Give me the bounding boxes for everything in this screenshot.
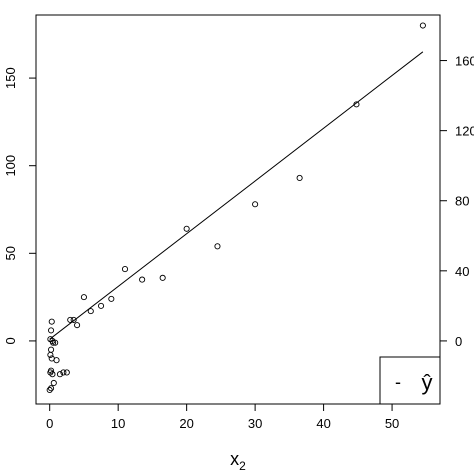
data-point bbox=[53, 357, 60, 364]
fit-line bbox=[49, 51, 424, 340]
y-tick-label: 0 bbox=[3, 337, 18, 344]
x-tick-label: 20 bbox=[179, 416, 193, 431]
data-point bbox=[50, 379, 57, 387]
legend-symbol: - bbox=[395, 372, 401, 392]
x-axis: 0 10 20 30 40 50 bbox=[46, 403, 399, 431]
data-point bbox=[353, 101, 360, 108]
data-point bbox=[80, 294, 87, 301]
data-point bbox=[46, 386, 53, 394]
data-point bbox=[49, 337, 56, 344]
data-point bbox=[87, 308, 94, 315]
data-point bbox=[60, 369, 67, 376]
y-tick-label: 50 bbox=[3, 246, 18, 260]
data-point bbox=[183, 225, 190, 232]
x-tick-label: 50 bbox=[385, 416, 399, 431]
data-point bbox=[63, 369, 70, 376]
data-point bbox=[296, 174, 303, 182]
data-point bbox=[48, 327, 55, 334]
y-tick-label: 150 bbox=[3, 67, 18, 89]
data-points bbox=[46, 22, 426, 394]
right-tick-label: 40 bbox=[455, 264, 469, 279]
y-tick-label: 100 bbox=[3, 155, 18, 177]
x-tick-label: 0 bbox=[46, 416, 53, 431]
data-point bbox=[419, 22, 426, 29]
right-tick-label: 120 bbox=[455, 124, 474, 139]
x-axis-label-main: x bbox=[230, 449, 239, 469]
data-point bbox=[48, 346, 55, 353]
data-point bbox=[139, 276, 146, 283]
data-point bbox=[49, 371, 56, 378]
data-point bbox=[48, 385, 55, 392]
data-point bbox=[56, 371, 64, 378]
legend-box bbox=[379, 356, 441, 405]
fit-line-group bbox=[49, 51, 424, 340]
x-tick-label: 10 bbox=[111, 416, 125, 431]
legend: - ŷ bbox=[379, 356, 441, 405]
data-point bbox=[48, 318, 55, 325]
x-axis-label: x2 bbox=[230, 449, 246, 473]
y-axis: 0 50 100 150 bbox=[3, 67, 37, 345]
data-point bbox=[74, 322, 81, 329]
data-point bbox=[47, 351, 54, 358]
data-point bbox=[214, 243, 221, 250]
data-point bbox=[108, 295, 115, 302]
right-tick-label: 160 bbox=[455, 54, 474, 69]
data-point bbox=[252, 201, 259, 208]
x-tick-label: 30 bbox=[248, 416, 262, 431]
plot-frame bbox=[35, 14, 441, 405]
legend-label: ŷ bbox=[422, 370, 433, 395]
right-axis: 0 40 80 120 160 bbox=[439, 54, 474, 349]
right-tick-label: 80 bbox=[455, 194, 469, 209]
data-point bbox=[159, 274, 166, 281]
data-point bbox=[98, 302, 105, 309]
data-point bbox=[70, 316, 77, 323]
right-tick-label: 0 bbox=[455, 334, 462, 349]
data-point bbox=[121, 266, 129, 273]
data-point bbox=[67, 316, 74, 323]
x-axis-label-subscript: 2 bbox=[239, 459, 246, 473]
x-tick-label: 40 bbox=[316, 416, 330, 431]
